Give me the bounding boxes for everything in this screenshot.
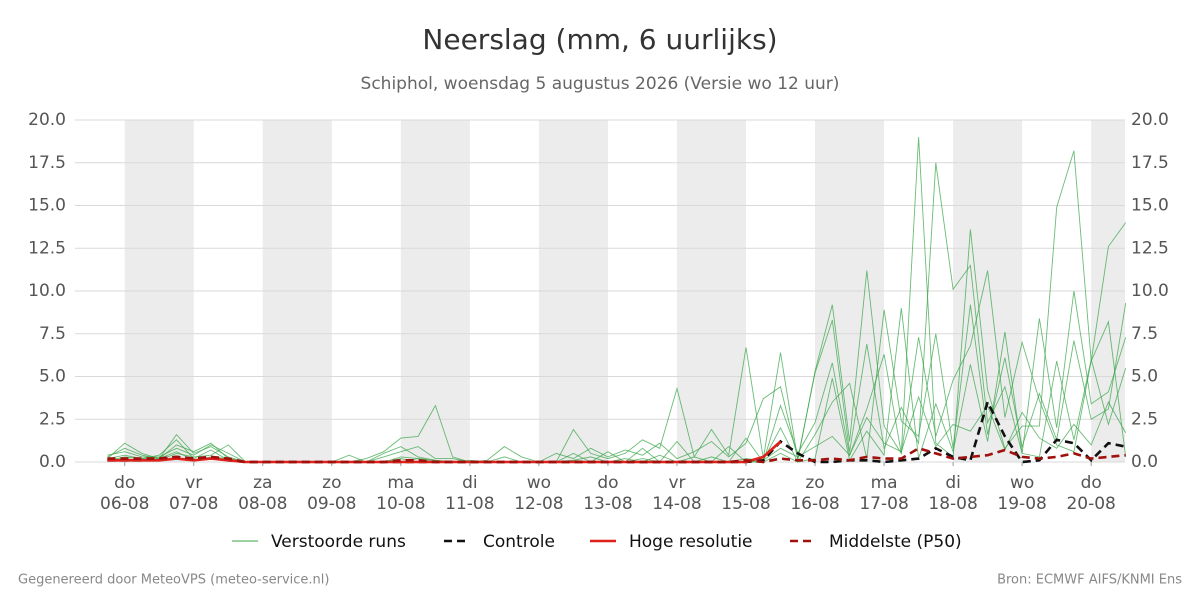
y-tick-label: 15.0 (28, 196, 66, 216)
y2-tick-label: 12.5 (1131, 238, 1169, 258)
y2-tick-label: 2.5 (1131, 409, 1158, 429)
y-tick-label: 20.0 (28, 110, 66, 130)
chart-subtitle: Schiphol, woensdag 5 augustus 2026 (Vers… (361, 74, 840, 94)
legend-label: Verstoorde runs (271, 532, 406, 552)
x-tick-label: za 15-08 (721, 473, 770, 514)
y-tick-label: 10.0 (28, 281, 66, 301)
x-tick-label: do 13-08 (583, 473, 632, 514)
legend-label: Controle (483, 532, 555, 552)
x-tick-label: do 20-08 (1066, 473, 1115, 514)
chart-title: Neerslag (mm, 6 uurlijks) (422, 23, 777, 56)
y-tick-label: 12.5 (28, 238, 66, 258)
y2-tick-label: 5.0 (1131, 367, 1158, 387)
footer-credit: Gegenereerd door MeteoVPS (meteo-service… (18, 573, 329, 588)
y2-tick-label: 7.5 (1131, 324, 1158, 344)
x-tick-label: vr 14-08 (652, 473, 701, 514)
x-tick-label: di 18-08 (928, 473, 977, 514)
y2-tick-label: 17.5 (1131, 153, 1169, 173)
x-tick-label: di 11-08 (445, 473, 494, 514)
x-tick-label: za 08-08 (238, 473, 287, 514)
legend-label: Hoge resolutie (629, 532, 753, 552)
y2-tick-label: 0.0 (1131, 452, 1158, 472)
x-tick-label: vr 07-08 (169, 473, 218, 514)
y-tick-label: 2.5 (39, 409, 66, 429)
y-tick-label: 17.5 (28, 153, 66, 173)
x-tick-label: zo 09-08 (307, 473, 356, 514)
y2-tick-label: 20.0 (1131, 110, 1169, 130)
x-tick-label: zo 16-08 (790, 473, 839, 514)
y2-tick-label: 15.0 (1131, 196, 1169, 216)
legend-label: Middelste (P50) (829, 532, 962, 552)
x-tick-label: wo 12-08 (514, 473, 563, 514)
y-tick-label: 0.0 (39, 452, 66, 472)
x-tick-label: ma 10-08 (376, 473, 425, 514)
x-tick-label: wo 19-08 (997, 473, 1046, 514)
series-line (107, 446, 1126, 464)
x-tick-label: ma 17-08 (859, 473, 908, 514)
footer-source: Bron: ECMWF AIFS/KNMI Ens (997, 573, 1182, 588)
y-tick-label: 7.5 (39, 324, 66, 344)
y-tick-label: 5.0 (39, 367, 66, 387)
y2-tick-label: 10.0 (1131, 281, 1169, 301)
x-tick-label: do 06-08 (100, 473, 149, 514)
